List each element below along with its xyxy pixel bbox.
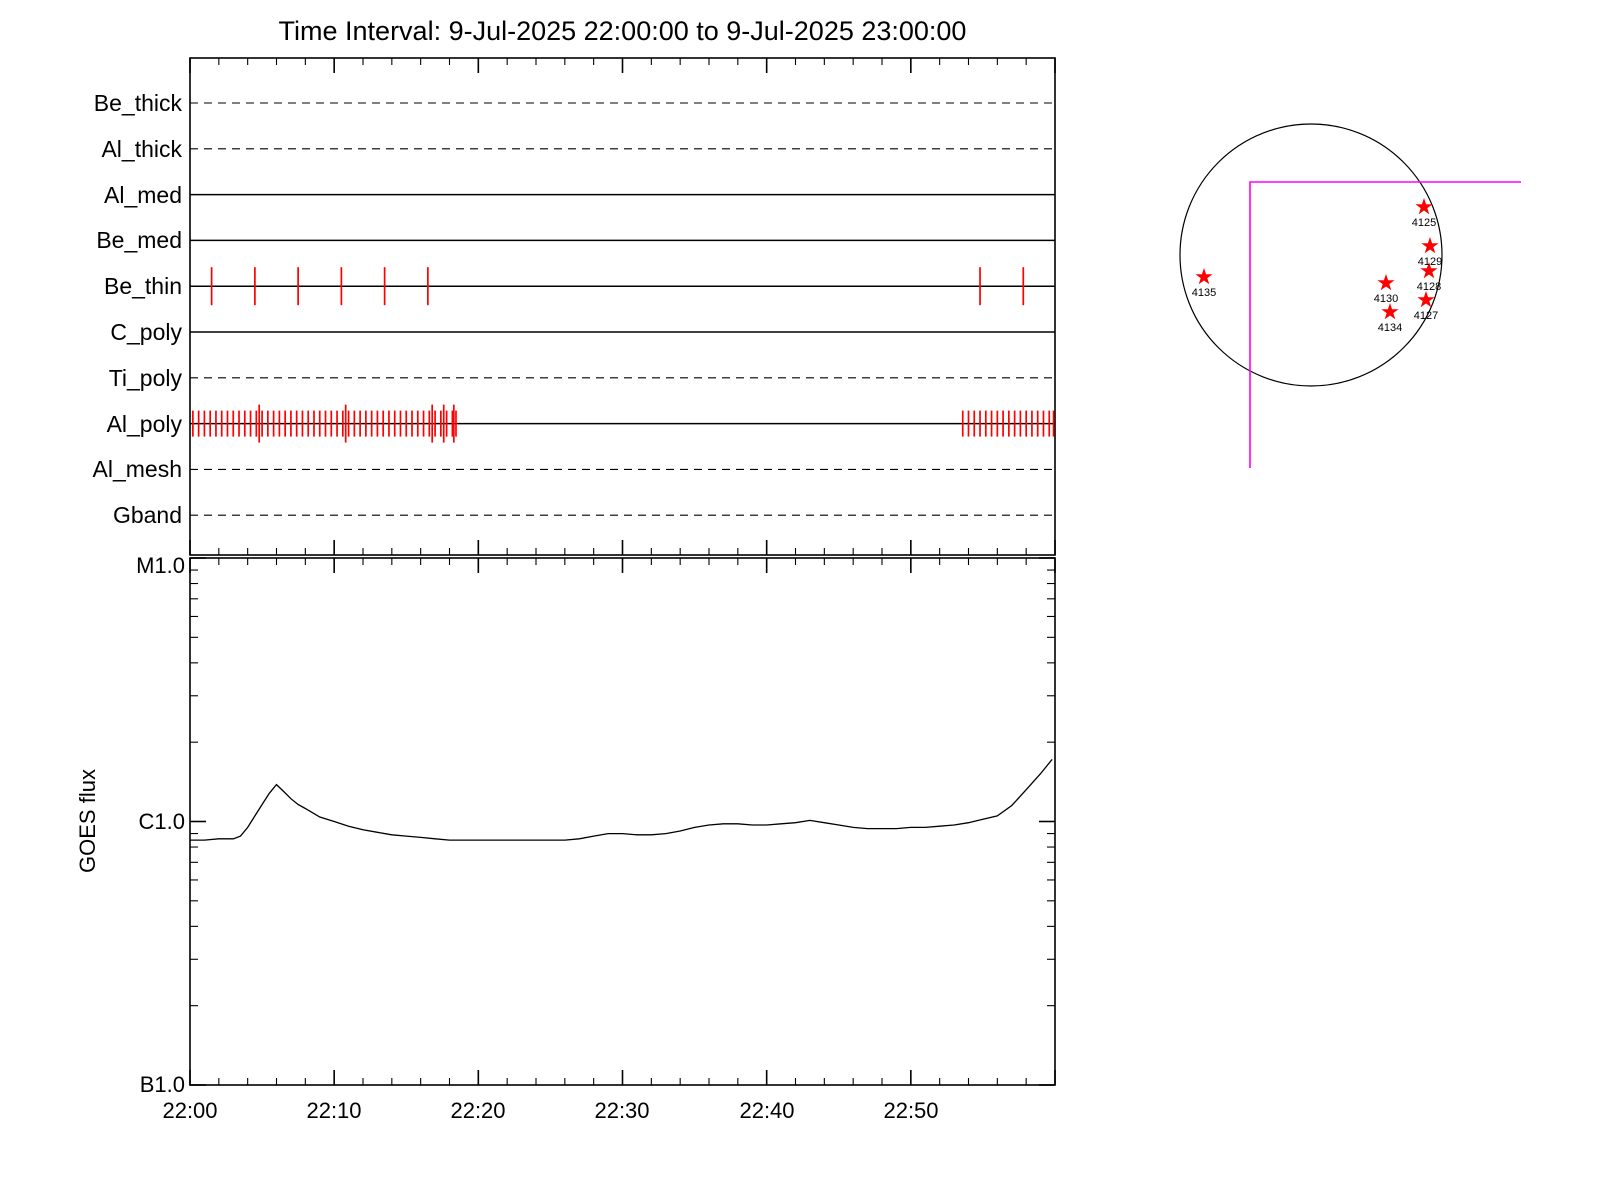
xtick-2250: 22:50 xyxy=(883,1098,939,1123)
active-region-star xyxy=(1195,268,1213,285)
active-region-label: 4134 xyxy=(1377,322,1403,334)
active-region-star xyxy=(1421,237,1439,254)
ytick-b1: B1.0 xyxy=(139,1072,185,1097)
xtick-2220: 22:20 xyxy=(450,1098,506,1123)
filter-label-be-med: Be_med xyxy=(96,227,182,253)
goes-panel-border xyxy=(189,557,1056,1086)
active-region-star xyxy=(1415,198,1433,215)
ytick-m1: M1.0 xyxy=(136,553,185,578)
xtick-2200: 22:00 xyxy=(162,1098,218,1123)
active-region-label: 4135 xyxy=(1191,287,1217,299)
xtick-2230: 22:30 xyxy=(594,1098,650,1123)
active-region-label: 4125 xyxy=(1411,217,1437,229)
filter-label-al-med: Al_med xyxy=(104,182,182,208)
fov-outline xyxy=(1249,181,1521,468)
active-region-label: 4127 xyxy=(1413,310,1439,322)
filter-label-c-poly: C_poly xyxy=(110,319,182,345)
active-region-label: 4130 xyxy=(1373,293,1399,305)
filter-label-al-mesh: Al_mesh xyxy=(92,456,182,482)
active-region-label: 4128 xyxy=(1416,281,1442,293)
filter-label-ti-poly: Ti_poly xyxy=(108,365,182,391)
xtick-2210: 22:10 xyxy=(306,1098,362,1123)
plot-title: Time Interval: 9-Jul-2025 22:00:00 to 9-… xyxy=(278,16,967,46)
active-region-star xyxy=(1417,291,1435,308)
solar-limb-circle xyxy=(1179,123,1443,387)
active-region-star xyxy=(1420,262,1438,279)
filter-label-al-poly: Al_poly xyxy=(106,411,182,437)
filter-label-al-thick: Al_thick xyxy=(101,136,182,162)
active-region-label: 4129 xyxy=(1417,256,1443,268)
active-region-star xyxy=(1381,303,1399,320)
goes-flux-axis-title: GOES flux xyxy=(75,769,100,873)
timeline-panel-border xyxy=(189,57,1056,556)
active-region-star xyxy=(1377,274,1395,291)
filter-label-be-thin: Be_thin xyxy=(103,273,182,299)
xtick-2240: 22:40 xyxy=(739,1098,795,1123)
goes-flux-curve xyxy=(190,758,1053,841)
filter-label-be-thick: Be_thick xyxy=(93,90,182,116)
ytick-c1: C1.0 xyxy=(138,809,185,834)
filter-label-gband: Gband xyxy=(112,502,182,528)
